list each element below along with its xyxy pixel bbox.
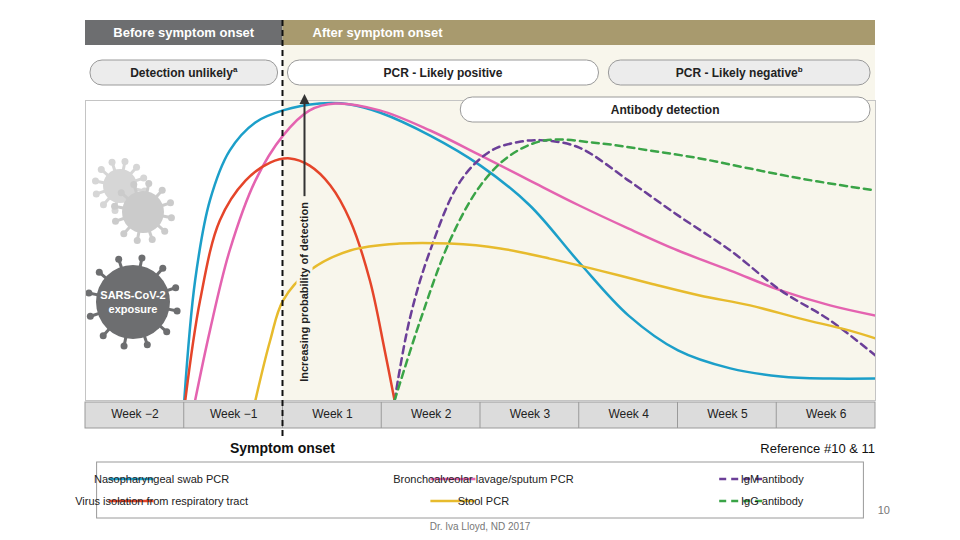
svg-text:IgM antibody: IgM antibody xyxy=(741,473,804,485)
svg-text:Dr. Iva Lloyd, ND 2017: Dr. Iva Lloyd, ND 2017 xyxy=(430,521,531,532)
svg-text:Week 2: Week 2 xyxy=(411,407,452,421)
svg-text:Symptom onset: Symptom onset xyxy=(230,440,335,456)
svg-text:Reference #10 & 11: Reference #10 & 11 xyxy=(760,441,875,456)
svg-text:Detection unlikelya: Detection unlikelya xyxy=(130,65,238,80)
svg-text:Stool PCR: Stool PCR xyxy=(458,495,509,507)
svg-text:exposure: exposure xyxy=(109,303,158,315)
svg-text:SARS-CoV-2: SARS-CoV-2 xyxy=(100,289,165,301)
svg-text:PCR - Likely positive: PCR - Likely positive xyxy=(384,66,503,80)
svg-text:IgG antibody: IgG antibody xyxy=(741,495,804,507)
svg-text:Week 1: Week 1 xyxy=(312,407,353,421)
svg-text:Week 4: Week 4 xyxy=(608,407,649,421)
svg-text:After symptom onset: After symptom onset xyxy=(313,25,444,40)
svg-text:Week 5: Week 5 xyxy=(707,407,748,421)
svg-text:Week −1: Week −1 xyxy=(210,407,258,421)
svg-text:Week −2: Week −2 xyxy=(111,407,159,421)
svg-text:PCR - Likely negativeb: PCR - Likely negativeb xyxy=(676,65,803,80)
svg-text:Week 3: Week 3 xyxy=(510,407,551,421)
svg-text:Increasing probability of dete: Increasing probability of detection xyxy=(298,202,310,382)
svg-text:10: 10 xyxy=(878,504,890,516)
svg-text:Nasopharyngeal swab PCR: Nasopharyngeal swab PCR xyxy=(94,473,229,485)
svg-text:Before symptom onset: Before symptom onset xyxy=(113,25,255,40)
svg-text:Antibody detection: Antibody detection xyxy=(611,103,720,117)
svg-text:Bronchoalveolar lavage/sputum: Bronchoalveolar lavage/sputum PCR xyxy=(393,473,573,485)
svg-text:Virus isolation from respirato: Virus isolation from respiratory tract xyxy=(75,495,248,507)
svg-text:Week 6: Week 6 xyxy=(806,407,847,421)
